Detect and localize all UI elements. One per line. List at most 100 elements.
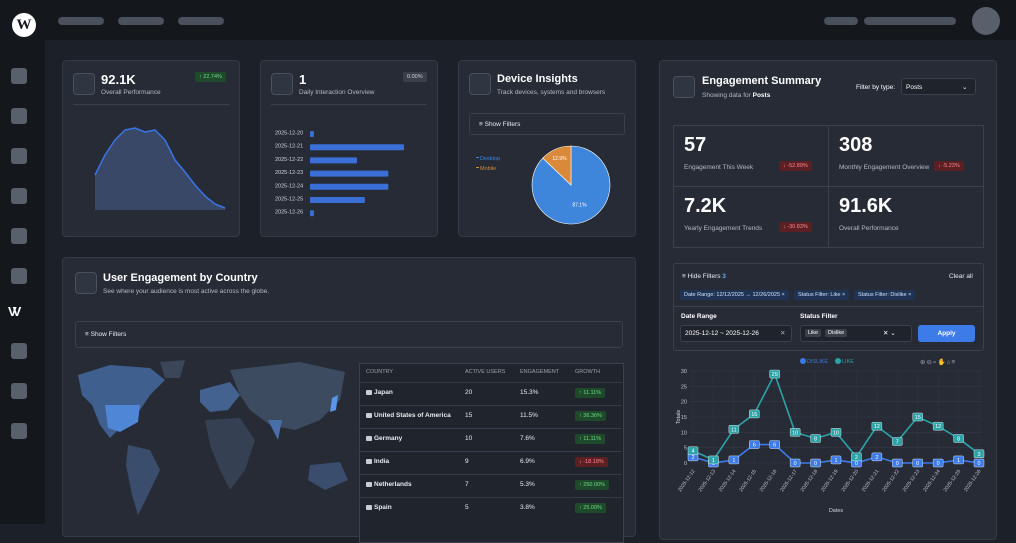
table-header: GROWTH [575, 369, 601, 375]
side-icon[interactable] [11, 268, 27, 284]
row-divider [359, 405, 622, 406]
nav-pill[interactable] [864, 17, 956, 25]
table-cell: 20 [465, 389, 473, 396]
filter-toggle-label: Show Filters [484, 121, 521, 128]
nav-pill[interactable] [118, 17, 164, 25]
nav-pill[interactable] [58, 17, 104, 25]
filter-toggle[interactable] [75, 321, 623, 348]
card-title: Engagement Summary [702, 75, 822, 87]
table-cell: India [374, 458, 390, 465]
flag [366, 390, 372, 395]
side-icon[interactable] [11, 68, 27, 84]
growth-badge: ↑ 11.11% [575, 434, 606, 444]
growth-badge: ↑ 25.00% [575, 503, 606, 513]
divider [73, 104, 229, 105]
status-clear[interactable]: ✕ ⌄ [883, 330, 896, 337]
filter-panel [673, 263, 984, 351]
stats-divider [673, 186, 984, 187]
date-label: Date Range [681, 313, 717, 320]
chip-remove[interactable]: × [780, 292, 785, 298]
card-icon [75, 272, 97, 294]
table-cell: Netherlands [374, 481, 412, 488]
side-icon[interactable] [11, 148, 27, 164]
nav-pill[interactable] [178, 17, 224, 25]
kpi-value: 92.1K [101, 72, 136, 87]
country-card: User Engagement by Country See where you… [62, 257, 636, 543]
date-clear[interactable]: ✕ [780, 330, 786, 337]
card-subtitle: Showing data for Posts [702, 92, 770, 99]
type-select[interactable] [901, 78, 976, 95]
table-cell: 7.6% [520, 435, 535, 442]
side-icon[interactable] [11, 108, 27, 124]
table-cell: 6.9% [520, 458, 535, 465]
row-divider [359, 382, 622, 383]
flag [366, 505, 372, 510]
flag [366, 436, 372, 441]
stat-value: 91.6K [839, 195, 893, 217]
row-divider [359, 497, 622, 498]
chip-remove[interactable]: × [906, 292, 912, 298]
card-title: Device Insights [497, 73, 578, 85]
status-label: Status Filter [800, 313, 838, 320]
card-icon [469, 73, 491, 95]
clear-all[interactable]: Clear all [949, 273, 973, 280]
stat-label: Yearly Engagement Trends [684, 225, 763, 232]
row-divider [359, 428, 622, 429]
chip-remove[interactable]: × [840, 292, 846, 298]
filter-chip: Status Filter: Like × [794, 290, 850, 300]
apply-button[interactable]: Apply [918, 325, 975, 342]
table-cell: 11.5% [520, 412, 538, 419]
avatar[interactable] [972, 7, 1000, 35]
table-header: ENGAGEMENT [520, 369, 560, 375]
stat-change: ↓ -30.83% [779, 222, 812, 232]
flag [366, 459, 372, 464]
growth-badge: ↑ 36.36% [575, 411, 606, 421]
hide-filters[interactable]: ≡ Hide Filters 3 [682, 273, 726, 280]
select-caret: ⌄ [962, 84, 968, 91]
table-cell: United States of America [374, 412, 451, 419]
filter-toggle-text[interactable]: ≡ Show Filters [85, 331, 127, 338]
row-divider [359, 474, 622, 475]
kpi-label: Daily Interaction Overview [299, 89, 375, 96]
side-icon[interactable] [11, 188, 27, 204]
filter-chip: Status Filter: Dislike × [854, 290, 916, 300]
side-icon[interactable] [11, 228, 27, 244]
status-chip: Like [805, 329, 822, 337]
table-cell: 7 [465, 481, 469, 488]
table-header: COUNTRY [366, 369, 394, 375]
filter-count: 3 [722, 273, 726, 280]
logo[interactable]: W [12, 13, 36, 37]
card-icon [673, 76, 695, 98]
chart-toolbar[interactable]: ⊕⊖⌕✋⌂≡ [920, 359, 957, 366]
nav-pill[interactable] [824, 17, 858, 25]
growth-badge: ↓ -18.18% [575, 457, 608, 467]
status-chip: Dislike [825, 329, 848, 337]
kpi-change: 0.00% [403, 72, 427, 82]
summary-card: Engagement Summary Showing data for Post… [659, 60, 997, 540]
filter-chip: Date Range: 12/12/2025 → 12/26/2025 × [680, 290, 789, 300]
filter-toggle-text[interactable]: ≡ Show Filters [479, 121, 521, 128]
kpi-value: 1 [299, 72, 307, 87]
table-cell: Japan [374, 389, 393, 396]
type-select-value: Posts [906, 84, 923, 91]
date-input[interactable] [680, 325, 792, 342]
table-header: ACTIVE USERS [465, 369, 506, 375]
row-divider [359, 451, 622, 452]
filter-toggle[interactable] [469, 113, 625, 135]
growth-badge: ↑ 250.00% [575, 480, 609, 490]
table-cell: Germany [374, 435, 403, 442]
side-icon[interactable] [11, 343, 27, 359]
table-cell: 3.8% [520, 504, 535, 511]
side-icon[interactable] [11, 423, 27, 439]
date-value: 2025-12-12 ~ 2025-12-26 [685, 330, 759, 337]
table-cell: Spain [374, 504, 392, 511]
side-icon-active[interactable]: VV [8, 304, 21, 319]
growth-badge: ↑ 11.11% [575, 388, 606, 398]
card-icon [271, 73, 293, 95]
side-icon[interactable] [11, 383, 27, 399]
kpi-card: 92.1K Overall Performance ↑ 22.74% [62, 60, 240, 237]
kpi-change: ↑ 22.74% [195, 72, 226, 82]
card-subtitle: Track devices, systems and browsers [497, 89, 606, 96]
flag [366, 482, 372, 487]
